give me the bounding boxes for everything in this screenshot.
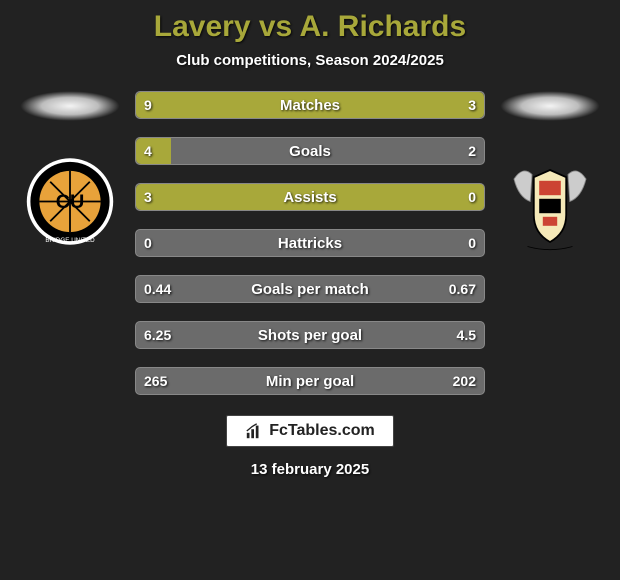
comparison-infographic: Lavery vs A. Richards Club competitions,… xyxy=(0,0,620,580)
page-title: Lavery vs A. Richards xyxy=(0,10,620,44)
page-subtitle: Club competitions, Season 2024/2025 xyxy=(0,52,620,69)
stat-label: Matches xyxy=(136,92,484,118)
svg-text:BRIDGE UNITED: BRIDGE UNITED xyxy=(45,237,95,244)
stat-row: 265Min per goal202 xyxy=(135,367,485,395)
stat-label: Goals per match xyxy=(136,276,484,302)
stat-row: 0Hattricks0 xyxy=(135,229,485,257)
stat-label: Min per goal xyxy=(136,368,484,394)
player-halo-left xyxy=(20,91,120,121)
stat-row: 6.25Shots per goal4.5 xyxy=(135,321,485,349)
right-crest-icon xyxy=(505,151,595,261)
stat-row: 3Assists0 xyxy=(135,183,485,211)
stat-label: Goals xyxy=(136,138,484,164)
stat-bars: 9Matches34Goals23Assists00Hattricks00.44… xyxy=(135,91,485,395)
left-side: CU BRIDGE UNITED xyxy=(15,91,125,261)
stat-label: Hattricks xyxy=(136,230,484,256)
date-text: 13 february 2025 xyxy=(251,461,369,478)
chart-icon xyxy=(245,422,263,440)
stat-row: 4Goals2 xyxy=(135,137,485,165)
brand-text: FcTables.com xyxy=(269,422,375,440)
player-halo-right xyxy=(500,91,600,121)
stat-value-right: 4.5 xyxy=(457,322,476,348)
right-side xyxy=(495,91,605,261)
content-row: CU BRIDGE UNITED 9Matches34Goals23Assist… xyxy=(0,91,620,395)
stat-row: 0.44Goals per match0.67 xyxy=(135,275,485,303)
svg-text:CU: CU xyxy=(56,191,85,213)
brand-badge: FcTables.com xyxy=(226,415,394,447)
stat-label: Assists xyxy=(136,184,484,210)
stat-row: 9Matches3 xyxy=(135,91,485,119)
cambridge-crest-icon: CU BRIDGE UNITED xyxy=(25,151,115,261)
stat-value-right: 0 xyxy=(468,184,476,210)
footer: FcTables.com 13 february 2025 xyxy=(0,415,620,478)
stat-value-right: 3 xyxy=(468,92,476,118)
right-crest xyxy=(505,151,595,261)
stat-value-right: 2 xyxy=(468,138,476,164)
stat-value-right: 0 xyxy=(468,230,476,256)
stat-value-right: 0.67 xyxy=(449,276,476,302)
stat-value-right: 202 xyxy=(453,368,476,394)
stat-label: Shots per goal xyxy=(136,322,484,348)
left-crest: CU BRIDGE UNITED xyxy=(25,151,115,261)
